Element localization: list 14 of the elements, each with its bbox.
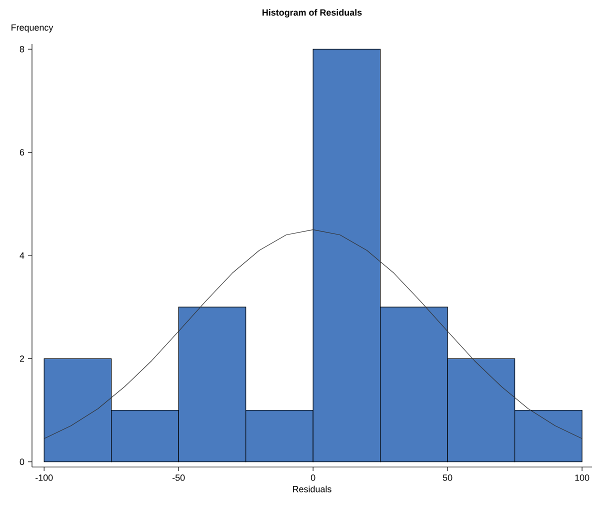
x-axis-title: Residuals [293,486,332,492]
y-tick-label: 8 [20,46,24,52]
x-tick-label: 50 [442,474,452,481]
y-axis-title: Frequency [12,24,54,32]
y-tick-label: 4 [20,252,24,259]
x-tick-label: 0 [310,474,316,481]
x-tick-label: 100 [575,474,590,481]
chart-title: Histogram of Residuals [262,9,362,18]
x-tick-label: -100 [36,474,53,481]
y-tick-label: 6 [20,149,24,156]
line-series [44,229,582,439]
y-tick-label: 0 [20,458,24,466]
x-tick-label: -50 [172,474,185,481]
y-tick-label: 2 [20,356,24,362]
